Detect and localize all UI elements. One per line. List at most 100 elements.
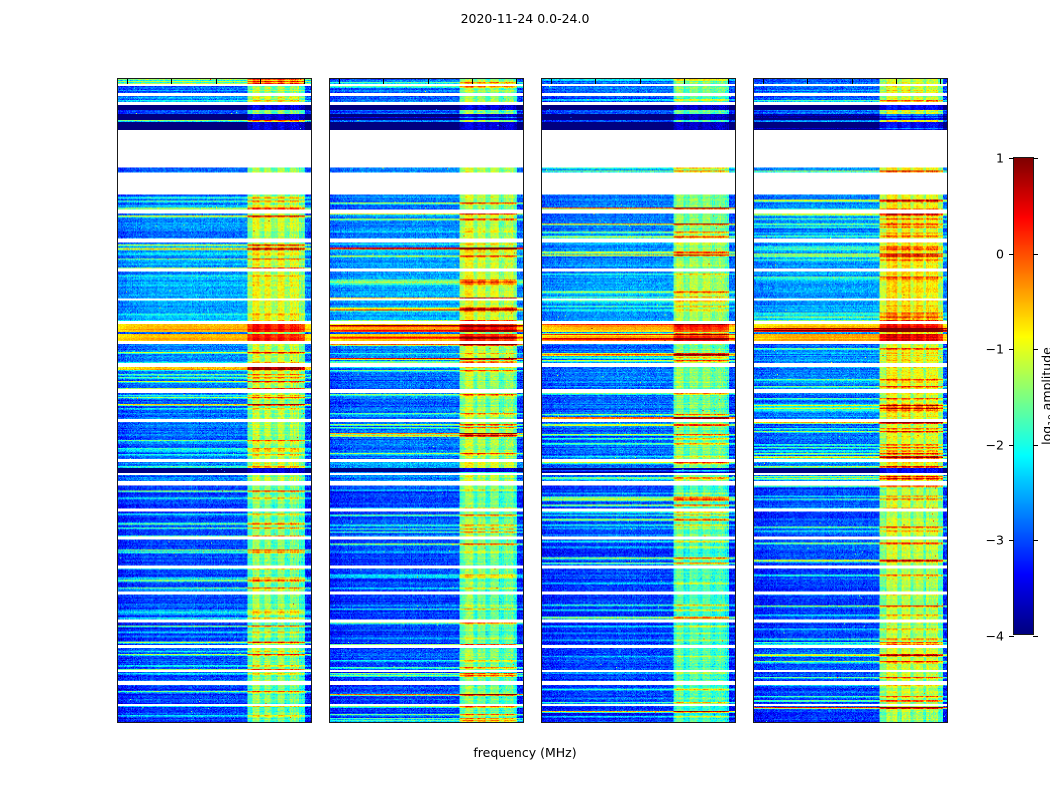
colorbar-tick-right [1033, 349, 1038, 351]
colorbar[interactable]: 1 0 −1 −2 −3 −4 [986, 151, 1038, 644]
x-tick [428, 722, 429, 723]
x-axis-label: frequency (MHz) [473, 745, 577, 760]
x-tick [472, 722, 473, 723]
y-tick [541, 579, 542, 580]
y-tick [117, 433, 118, 434]
x-tick [383, 722, 384, 723]
colorbar-label-suffix: amplitude [1038, 347, 1050, 411]
x-tick [516, 722, 517, 723]
figure-title: 2020-11-24 0.0-24.0 [460, 11, 590, 26]
y-tick-right [523, 433, 524, 434]
colorbar-tick-right [1033, 540, 1038, 542]
x-tick-top [471, 79, 473, 84]
x-tick-top [683, 79, 685, 84]
x-tick-top [807, 79, 809, 84]
panel-yy[interactable]: YY, V0*V14=EA10*EA17 3203353503653800510… [329, 78, 524, 723]
x-tick-top [639, 79, 641, 84]
x-tick-top [171, 79, 173, 84]
x-tick [807, 722, 808, 723]
spectrogram-xy [542, 79, 735, 722]
colorbar-tick [1009, 444, 1014, 446]
colorbar-tick [1009, 158, 1014, 159]
x-tick-top [516, 79, 518, 84]
x-tick-top [895, 79, 897, 84]
x-tick [127, 722, 128, 723]
y-tick-right [523, 579, 524, 580]
colorbar-tick [1009, 636, 1014, 637]
y-tick [753, 143, 754, 144]
x-tick-top [762, 79, 764, 84]
y-tick-right [523, 143, 524, 144]
colorbar-label: log10 amplitude [1039, 347, 1050, 445]
x-tick [171, 722, 172, 723]
y-tick-right [735, 433, 736, 434]
x-tick-top [427, 79, 429, 84]
colorbar-tick-label: −3 [985, 532, 1004, 548]
colorbar-tick-label: −1 [985, 341, 1004, 357]
x-tick [763, 722, 764, 723]
x-tick-top [595, 79, 597, 84]
y-tick [329, 288, 330, 289]
spectrogram-xx [118, 79, 311, 722]
y-tick-right [311, 579, 312, 580]
y-tick-right [735, 579, 736, 580]
y-tick [753, 579, 754, 580]
y-tick [117, 579, 118, 580]
x-tick [896, 722, 897, 723]
colorbar-tick [1009, 253, 1014, 255]
y-tick-right [735, 143, 736, 144]
panel-xy[interactable]: XY, V0*V14=EA10*EA17 3203353503653800510… [541, 78, 736, 723]
x-tick-top [383, 79, 385, 84]
y-tick [541, 288, 542, 289]
y-tick [329, 433, 330, 434]
colorbar-tick-label: 1 [996, 150, 1004, 166]
y-tick [329, 579, 330, 580]
y-tick [753, 288, 754, 289]
y-tick [541, 143, 542, 144]
x-tick [260, 722, 261, 723]
x-tick-top [851, 79, 853, 84]
x-tick [940, 722, 941, 723]
x-tick-top [728, 79, 730, 84]
colorbar-tick-label: −2 [985, 437, 1004, 453]
colorbar-tick-label: 0 [996, 246, 1004, 262]
x-tick [684, 722, 685, 723]
x-tick-top [304, 79, 306, 84]
x-tick-top [215, 79, 217, 84]
y-tick-right [311, 288, 312, 289]
y-tick-right [523, 288, 524, 289]
spectrogram-yx [754, 79, 947, 722]
panel-yx[interactable]: YX, V0*V14=EA10*EA17 3203353503653800510… [753, 78, 948, 723]
x-tick [728, 722, 729, 723]
y-tick [117, 143, 118, 144]
y-tick [117, 288, 118, 289]
y-tick-right [311, 143, 312, 144]
x-tick [852, 722, 853, 723]
x-tick-top [338, 79, 340, 84]
y-tick [329, 143, 330, 144]
x-tick-top [259, 79, 261, 84]
x-tick [551, 722, 552, 723]
y-tick [541, 433, 542, 434]
colorbar-tick-right [1033, 158, 1038, 159]
x-tick [304, 722, 305, 723]
x-tick [640, 722, 641, 723]
colorbar-tick [1009, 349, 1014, 351]
y-tick [753, 433, 754, 434]
colorbar-label-prefix: log [1038, 425, 1050, 445]
y-tick-right [947, 579, 948, 580]
y-tick-right [947, 143, 948, 144]
y-tick-right [947, 288, 948, 289]
x-tick-top [126, 79, 128, 84]
x-tick [216, 722, 217, 723]
x-tick [339, 722, 340, 723]
y-tick-right [311, 433, 312, 434]
colorbar-tick-right [1033, 636, 1038, 637]
colorbar-tick-right [1033, 444, 1038, 446]
y-tick-right [947, 433, 948, 434]
x-tick-top [940, 79, 942, 84]
x-tick [595, 722, 596, 723]
x-tick-top [550, 79, 552, 84]
panel-xx[interactable]: XX, V0*V14=EA10*EA17 3203353503653800510… [117, 78, 312, 723]
